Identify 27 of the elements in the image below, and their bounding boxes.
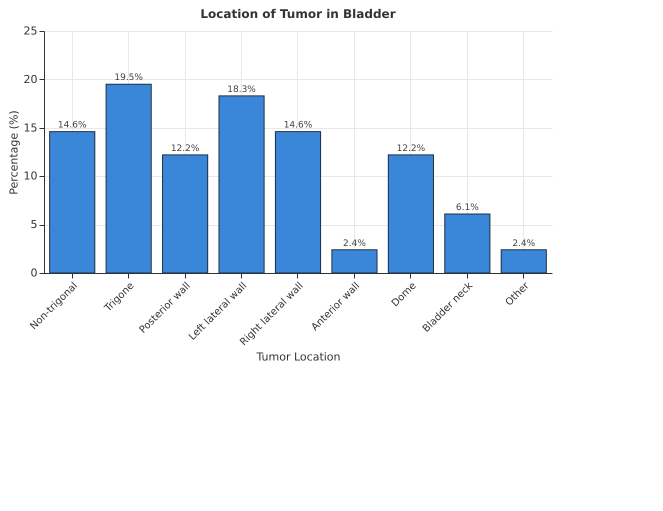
bar bbox=[218, 95, 265, 274]
bar bbox=[500, 249, 547, 274]
data-label: 12.2% bbox=[396, 144, 426, 154]
bar bbox=[331, 249, 378, 274]
data-label: 19.5% bbox=[114, 73, 144, 84]
data-label: 2.4% bbox=[343, 238, 366, 249]
chart-title: Location of Tumor in Bladder bbox=[200, 7, 396, 21]
data-label: 14.6% bbox=[58, 120, 87, 131]
bar bbox=[444, 213, 490, 274]
data-label: 6.1% bbox=[456, 202, 480, 213]
bar bbox=[49, 131, 96, 274]
y-tick-label: 15 bbox=[24, 121, 38, 134]
y-tick-label: 20 bbox=[24, 72, 38, 86]
bar bbox=[106, 84, 152, 274]
y-tick-label: 10 bbox=[24, 170, 38, 183]
data-label: 18.3% bbox=[227, 84, 256, 95]
data-label: 12.2% bbox=[170, 144, 200, 154]
y-tick-label: 25 bbox=[24, 24, 38, 38]
data-label: 2.4% bbox=[512, 238, 536, 249]
data-label: 14.6% bbox=[284, 120, 313, 131]
x-axis-title: Tumor Location bbox=[255, 350, 341, 364]
y-tick-label: 0 bbox=[30, 266, 38, 280]
bar bbox=[274, 131, 322, 274]
bar bbox=[162, 154, 208, 274]
y-tick-label: 5 bbox=[30, 218, 38, 232]
y-axis-title: Percentage (%) bbox=[8, 110, 21, 195]
bar bbox=[388, 154, 434, 274]
